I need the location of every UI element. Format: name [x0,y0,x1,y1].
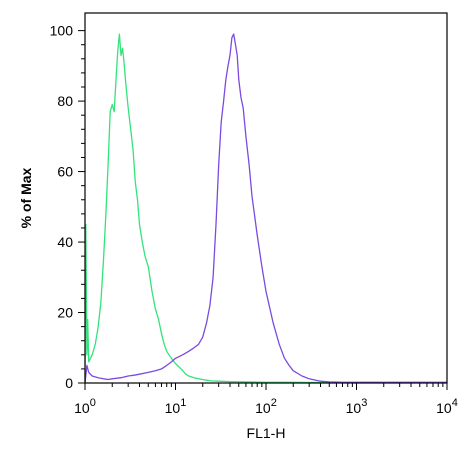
x-tick-label: 102 [255,397,277,416]
x-axis-label: FL1-H [247,425,286,441]
x-tick-label: 100 [74,397,96,416]
plot-frame [84,12,448,384]
x-tick-label: 103 [346,397,368,416]
tick-labels: 0 20 40 60 80 100 100 101 102 103 104 [50,23,458,416]
series-layer [84,33,447,384]
y-tick-label: 0 [65,375,73,391]
x-tick-label: 104 [436,397,458,416]
y-axis-label: % of Max [18,167,34,228]
x-tick-label: 101 [165,397,187,416]
series-line-2 [84,33,447,384]
series-line-1 [84,33,447,384]
y-tick-label: 40 [57,234,73,250]
y-tick-label: 60 [57,164,73,180]
axis-ticks [78,30,448,390]
y-tick-label: 20 [57,305,73,321]
y-tick-label: 100 [50,23,74,39]
y-tick-label: 80 [57,93,73,109]
